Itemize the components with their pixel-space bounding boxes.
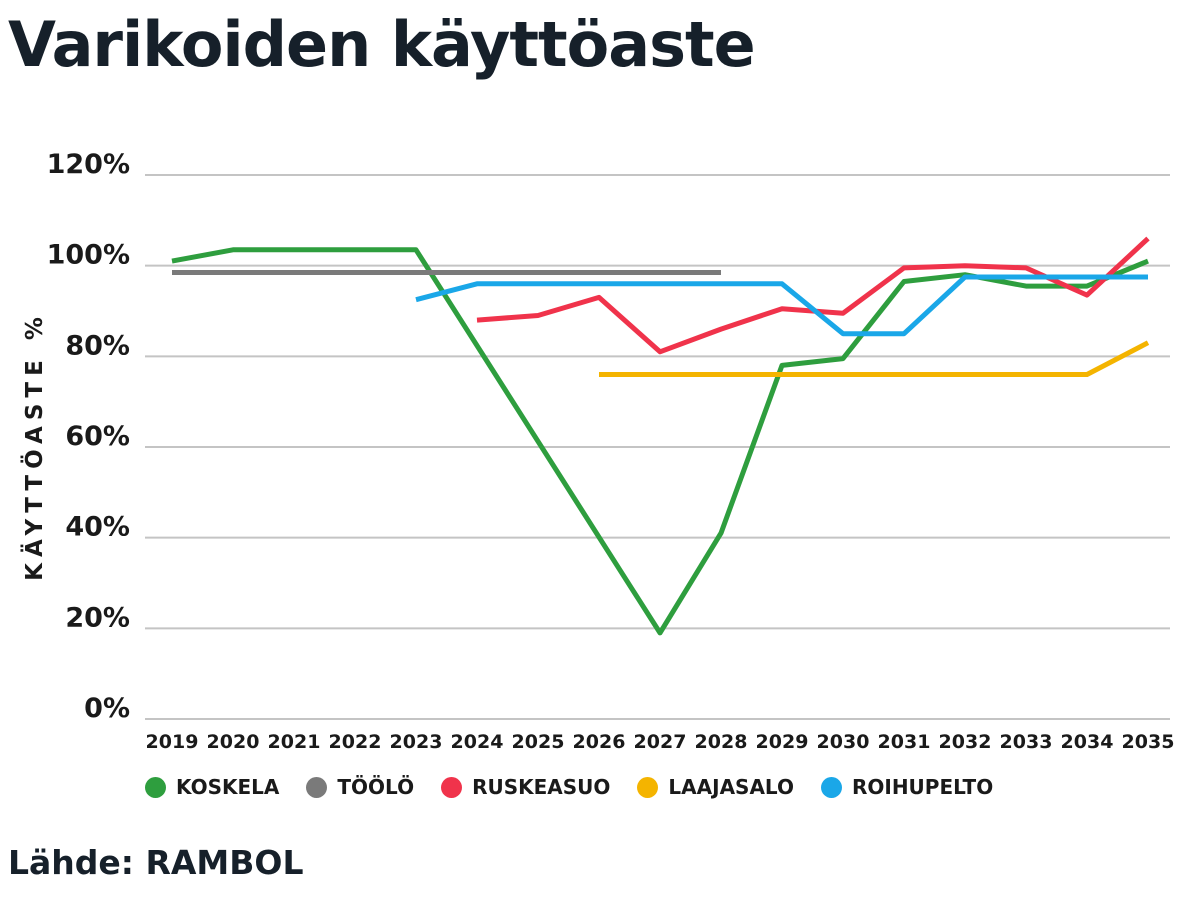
x-tick-label: 2029 (756, 731, 809, 753)
y-tick-label: 100% (47, 240, 130, 271)
y-tick-label: 0% (84, 693, 130, 724)
y-tick-label: 20% (65, 602, 130, 633)
series-line-roihupelto (415, 274, 1148, 337)
legend-swatch (637, 776, 659, 798)
series-line-ruskeasuo (476, 236, 1150, 355)
x-tick-label: 2021 (268, 731, 321, 753)
x-tick-label: 2019 (146, 731, 199, 753)
legend-label: TÖÖLÖ (337, 775, 415, 799)
source-note: Lähde: RAMBOL (8, 843, 304, 882)
y-tick-label: 60% (65, 421, 130, 452)
legend-swatch (820, 776, 842, 798)
legend-item: TÖÖLÖ (306, 775, 414, 799)
x-tick-label: 2030 (817, 731, 870, 753)
chart-title: Varikoiden käyttöaste (8, 8, 756, 81)
legend-swatch (306, 776, 328, 798)
chart-legend: KOSKELA TÖÖLÖ RUSKEASUO LAAJASALO ROIHUPELTO (145, 775, 1020, 799)
y-tick-label: 80% (65, 330, 130, 361)
legend-swatch (441, 776, 463, 798)
x-tick-label: 2028 (695, 731, 748, 753)
y-tick-label: 120% (47, 149, 130, 180)
x-tick-label: 2027 (634, 731, 687, 753)
x-tick-label: 2032 (939, 731, 992, 753)
x-tick-label: 2034 (1061, 731, 1114, 753)
series-line-koskela (171, 247, 1149, 636)
x-tick-label: 2025 (512, 731, 565, 753)
legend-item: KOSKELA (145, 775, 279, 799)
legend-swatch (145, 776, 166, 798)
x-tick-label: 2024 (451, 731, 504, 753)
y-tick-label: 40% (65, 512, 130, 543)
x-tick-label: 2020 (207, 731, 260, 753)
x-tick-label: 2033 (1000, 731, 1053, 753)
x-tick-label: 2031 (878, 731, 931, 753)
legend-label: LAAJASALO (668, 775, 794, 799)
legend-label: RUSKEASUO (472, 775, 611, 799)
x-tick-label: 2022 (329, 731, 382, 753)
legend-label: KOSKELA (176, 775, 280, 799)
x-tick-label: 2026 (573, 731, 626, 753)
x-tick-label: 2023 (390, 731, 443, 753)
series-line-laajasalo (599, 340, 1150, 377)
x-tick-label: 2035 (1122, 731, 1175, 753)
legend-label: ROIHUPELTO (851, 775, 994, 799)
y-axis-label: KÄYTTÖASTE % (20, 311, 48, 581)
legend-item: LAAJASALO (637, 775, 794, 799)
legend-item: ROIHUPELTO (820, 775, 994, 799)
legend-item: RUSKEASUO (441, 775, 610, 799)
